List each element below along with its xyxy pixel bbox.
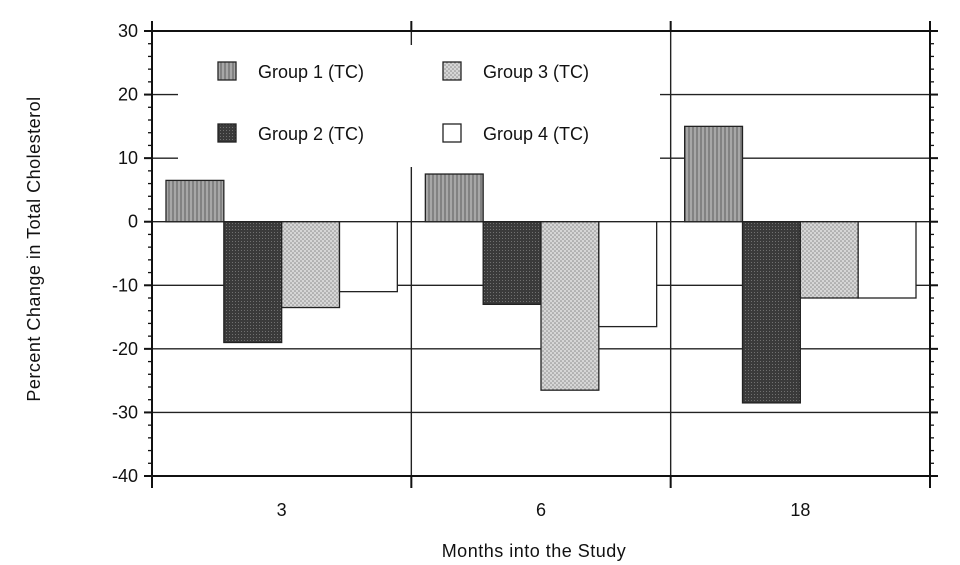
y-tick-label: -10: [112, 275, 138, 295]
bars: [165, 125, 917, 404]
x-tick-label: 18: [790, 500, 810, 520]
bar: [482, 221, 542, 306]
plot-frame: [151, 30, 931, 477]
legend-label: Group 3 (TC): [483, 62, 589, 82]
y-tick-label: -20: [112, 339, 138, 359]
bar: [684, 125, 744, 223]
x-axis-ticks: 3 6 18: [151, 21, 931, 520]
bar: [165, 179, 225, 223]
legend-label: Group 4 (TC): [483, 124, 589, 144]
bar: [857, 221, 917, 299]
legend-swatch: [442, 123, 462, 143]
legend-swatch: [217, 123, 237, 143]
legend-swatch: [442, 61, 462, 81]
y-tick-label: -40: [112, 466, 138, 486]
y-tick-label: 30: [118, 21, 138, 41]
x-tick-label: 6: [536, 500, 546, 520]
bar: [424, 173, 484, 223]
y-tick-label: 10: [118, 148, 138, 168]
bar: [799, 221, 859, 299]
bar: [281, 221, 341, 309]
bar: [598, 221, 658, 328]
bar: [223, 221, 283, 344]
x-axis-title: Months into the Study: [442, 541, 627, 561]
y-axis-title: Percent Change in Total Cholesterol: [24, 96, 44, 401]
bar: [540, 221, 600, 391]
legend: Group 1 (TC) Group 3 (TC) Group 2 (TC) Grou…: [178, 45, 660, 167]
x-tick-label: 3: [277, 500, 287, 520]
y-axis-ticks: 30 20 10 0 -10 -20 -30 -40: [112, 21, 938, 486]
y-tick-label: 0: [128, 212, 138, 232]
legend-label: Group 1 (TC): [258, 62, 364, 82]
bar: [338, 221, 398, 293]
y-tick-label: 20: [118, 85, 138, 105]
legend-swatch: [217, 61, 237, 81]
y-tick-label: -30: [112, 402, 138, 422]
plot-border: [151, 30, 931, 477]
legend-label: Group 2 (TC): [258, 124, 364, 144]
legend-background: [178, 45, 660, 167]
bar: [741, 221, 801, 404]
